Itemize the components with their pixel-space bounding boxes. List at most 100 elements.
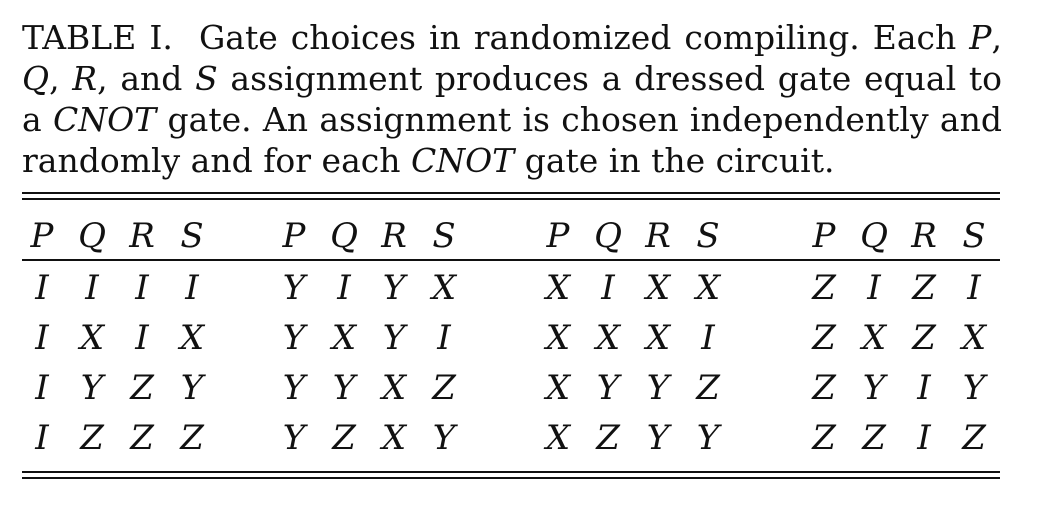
column-header: S xyxy=(696,216,720,256)
column-header: R xyxy=(129,216,155,256)
table-cell: X xyxy=(645,318,671,358)
table-cell: I xyxy=(701,318,715,358)
table-cell: Y xyxy=(646,368,670,408)
table-cell: Y xyxy=(962,368,986,408)
table-cell: I xyxy=(601,268,615,308)
table-cell: I xyxy=(437,318,451,358)
table-cell: X xyxy=(961,318,987,358)
column-header: Q xyxy=(78,216,106,256)
table-cell: Y xyxy=(282,318,306,358)
table-cell: I xyxy=(35,418,49,458)
table-cell: X xyxy=(545,418,571,458)
table-cell: Z xyxy=(812,268,836,308)
table-cell: Y xyxy=(382,318,406,358)
caption-segment: gate in the circuit. xyxy=(514,141,835,180)
caption-segment: S xyxy=(195,59,218,98)
table-cell: X xyxy=(381,368,407,408)
table-cell: I xyxy=(35,318,49,358)
table-cell: Z xyxy=(862,418,886,458)
table-cell: Y xyxy=(180,368,204,408)
column-header: Q xyxy=(594,216,622,256)
table-cell: Y xyxy=(862,368,886,408)
caption-segment: , and xyxy=(97,59,196,98)
table-cell: Y xyxy=(696,418,720,458)
table-cell: I xyxy=(337,268,351,308)
table-cell: Z xyxy=(130,368,154,408)
column-header: R xyxy=(381,216,407,256)
top-double-rule-2 xyxy=(22,198,1000,200)
caption-text: Gate choices in randomized compiling. Ea… xyxy=(22,18,1002,180)
table-cell: Z xyxy=(812,318,836,358)
table-cell: X xyxy=(431,268,457,308)
table-cell: Y xyxy=(432,418,456,458)
table-cell: Y xyxy=(332,368,356,408)
bottom-double-rule-2 xyxy=(22,477,1000,479)
column-header: S xyxy=(962,216,986,256)
caption-segment: assignment produces a dressed gate equal… xyxy=(22,59,1002,139)
caption-label: TABLE I. xyxy=(22,18,173,57)
table-cell: X xyxy=(381,418,407,458)
table-cell: X xyxy=(545,368,571,408)
caption-segment: Gate choices in randomized compiling. Ea… xyxy=(198,18,970,57)
table-cell: Y xyxy=(596,368,620,408)
table-cell: I xyxy=(185,268,199,308)
column-header: P xyxy=(282,216,306,256)
table-cell: Z xyxy=(130,418,154,458)
table-cell: Z xyxy=(432,368,456,408)
table-cell: Y xyxy=(80,368,104,408)
caption-segment: , xyxy=(49,59,73,98)
table-caption: TABLE I. Gate choices in randomized comp… xyxy=(22,17,1002,181)
table-cell: Z xyxy=(812,418,836,458)
table-cell: I xyxy=(35,268,49,308)
table-cell: Y xyxy=(282,418,306,458)
table-cell: Z xyxy=(696,368,720,408)
caption-segment: R xyxy=(72,59,98,98)
table-cell: X xyxy=(331,318,357,358)
table-cell: Z xyxy=(912,268,936,308)
table-cell: Z xyxy=(80,418,104,458)
table-cell: Z xyxy=(812,368,836,408)
table-cell: I xyxy=(35,368,49,408)
table-cell: I xyxy=(967,268,981,308)
column-header: S xyxy=(432,216,456,256)
caption-segment: P xyxy=(969,18,992,57)
table-cell: I xyxy=(867,268,881,308)
caption-segment: gate. An assignment is chosen independen… xyxy=(22,100,1002,180)
caption-segment: CNOT xyxy=(53,100,157,139)
table-cell: I xyxy=(135,318,149,358)
column-header: S xyxy=(180,216,204,256)
bottom-double-rule-1 xyxy=(22,471,1000,473)
caption-segment: , xyxy=(991,18,1003,57)
table-cell: X xyxy=(645,268,671,308)
table-cell: X xyxy=(179,318,205,358)
table-cell: X xyxy=(545,318,571,358)
table-cell: X xyxy=(595,318,621,358)
table-cell: X xyxy=(695,268,721,308)
table-cell: Z xyxy=(332,418,356,458)
column-header: P xyxy=(812,216,836,256)
table-cell: Z xyxy=(180,418,204,458)
table-cell: Y xyxy=(282,268,306,308)
column-header: R xyxy=(911,216,937,256)
table-cell: Z xyxy=(596,418,620,458)
table-cell: Y xyxy=(646,418,670,458)
table-cell: I xyxy=(135,268,149,308)
table-cell: X xyxy=(545,268,571,308)
column-header: P xyxy=(30,216,54,256)
column-header: R xyxy=(645,216,671,256)
top-double-rule-1 xyxy=(22,192,1000,194)
table-cell: X xyxy=(861,318,887,358)
table-cell: I xyxy=(917,418,931,458)
caption-segment: CNOT xyxy=(411,141,515,180)
column-header: P xyxy=(546,216,570,256)
table-cell: I xyxy=(85,268,99,308)
table-cell: Z xyxy=(962,418,986,458)
column-header: Q xyxy=(330,216,358,256)
table-cell: X xyxy=(79,318,105,358)
table-cell: I xyxy=(917,368,931,408)
caption-segment: Q xyxy=(22,59,50,98)
